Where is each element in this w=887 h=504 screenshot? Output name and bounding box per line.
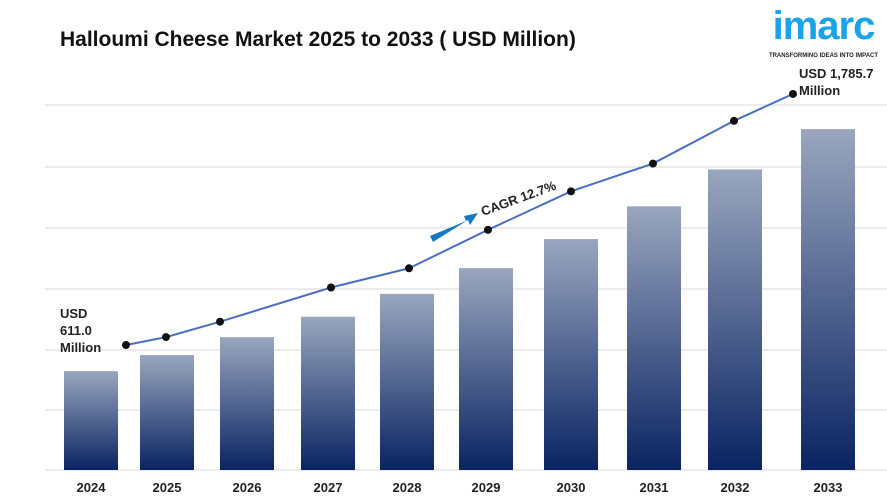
line-point-2024 (122, 341, 130, 349)
bar-2024 (64, 371, 118, 470)
x-tick-label: 2024 (77, 480, 107, 495)
bar-2030 (544, 239, 598, 470)
line-point-2031 (649, 159, 657, 168)
x-tick-label: 2031 (640, 480, 669, 495)
bar-2031 (627, 206, 681, 470)
logo-word: imarc (772, 4, 876, 48)
line-point-2029 (484, 225, 492, 234)
x-tick-label: 2027 (314, 480, 343, 495)
start-value-label: 611.0 (60, 323, 92, 338)
chart-title: Halloumi Cheese Market 2025 to 2033 ( US… (60, 28, 576, 51)
x-tick-label: 2025 (153, 480, 182, 495)
x-tick-label: 2030 (557, 480, 586, 495)
line-point-2032 (730, 116, 738, 125)
line-point-2028 (405, 264, 413, 273)
x-tick-label: 2028 (393, 480, 422, 495)
line-point-2025 (162, 333, 170, 342)
line-point-2026 (216, 317, 224, 326)
imarc-logo: imarc TRANSFORMING IDEAS INTO IMPACT (760, 0, 887, 61)
start-value-label: USD (60, 306, 87, 321)
trend-line (125, 93, 794, 346)
logo-tagline: TRANSFORMING IDEAS INTO IMPACT (768, 53, 879, 59)
x-tick-label: 2029 (472, 480, 501, 495)
cagr-annotation: CAGR 12.7% (479, 178, 559, 219)
bar-2025 (140, 355, 194, 470)
bar-2033 (801, 129, 855, 470)
x-tick-label: 2033 (814, 480, 843, 495)
x-tick-label: 2026 (233, 480, 262, 495)
bar-2029 (459, 268, 513, 470)
cagr-arrow-icon (430, 213, 478, 242)
end-value-label: USD 1,785.7 (799, 66, 873, 81)
end-value-label: Million (799, 83, 840, 98)
bar-2028 (380, 293, 434, 470)
line-point-2030 (567, 187, 575, 196)
bar-2027 (301, 316, 355, 470)
bar-2026 (220, 337, 274, 470)
line-point-2027 (327, 283, 335, 292)
start-value-label: Million (60, 340, 101, 355)
x-tick-label: 2032 (721, 480, 750, 495)
line-point-2033 (789, 89, 797, 98)
bar-2032 (708, 169, 762, 471)
